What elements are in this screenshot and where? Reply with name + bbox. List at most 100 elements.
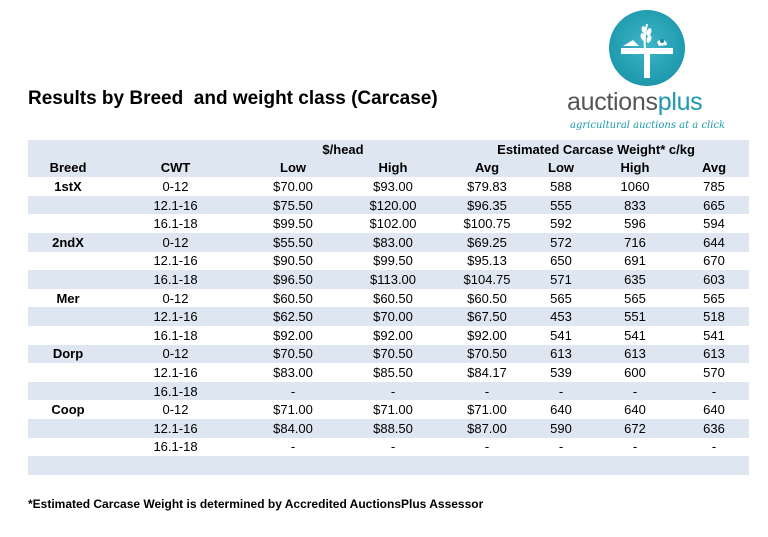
cwt-cell	[108, 456, 243, 475]
carcase-avg-cell: 565	[703, 290, 725, 306]
per-head-group-header: $/head	[243, 140, 443, 159]
col-header-head-high: High	[343, 158, 443, 178]
cwt-cell: 16.1-18	[153, 216, 198, 232]
head-high-cell: $70.00	[343, 307, 443, 326]
head-low-cell: -	[243, 381, 343, 401]
col-header-head-avg: Avg	[443, 158, 531, 178]
carcase-avg-cell: 665	[679, 195, 750, 215]
cwt-cell: 0-12	[162, 402, 189, 418]
carcase-avg-cell: 640	[703, 402, 725, 418]
head-avg-cell: -	[484, 439, 490, 455]
carcase-avg-cell: 644	[679, 232, 750, 252]
cwt-cell: 0-12	[108, 232, 243, 252]
carcase-avg-cell	[679, 456, 750, 475]
head-avg-cell: $84.17	[467, 364, 507, 380]
logo-wordmark: auctionsplus	[567, 88, 703, 117]
breed-cell: Mer	[56, 290, 80, 306]
cwt-cell: 12.1-16	[108, 195, 243, 215]
group-header-row: $/head Estimated Carcase Weight* c/kg	[28, 140, 750, 159]
head-low-cell: $71.00	[273, 402, 313, 418]
cwt-cell: 16.1-18	[153, 327, 198, 343]
breed-cell	[28, 456, 108, 475]
carcase-high-cell: 833	[591, 195, 679, 215]
breed-cell	[28, 270, 108, 289]
carcase-avg-cell: 613	[679, 344, 750, 364]
carcase-avg-cell: 570	[703, 364, 725, 380]
head-avg-cell: $67.50	[443, 307, 531, 326]
table-row: 2ndX 0-12 $55.50 $83.00 $69.25 572 716 644	[28, 232, 750, 252]
head-high-cell: $113.00	[343, 270, 443, 289]
cwt-cell: 0-12	[162, 290, 189, 306]
breed-cell	[28, 381, 108, 401]
carcase-low-cell: 588	[550, 178, 572, 194]
breed-cell: Dorp	[28, 344, 108, 364]
carcase-low-cell: 590	[531, 418, 591, 438]
col-header-cwt: CWT	[108, 158, 243, 178]
head-low-cell: $83.00	[273, 364, 313, 380]
head-low-cell: $84.00	[243, 418, 343, 438]
page-title: Results by Breed and weight class (Carca…	[28, 88, 438, 109]
breed-cell	[28, 195, 108, 215]
head-high-cell: $92.00	[373, 327, 413, 343]
carcase-high-cell	[591, 456, 679, 475]
head-avg-cell: $87.00	[443, 418, 531, 438]
carcase-avg-cell: 670	[703, 253, 725, 269]
head-avg-cell: -	[443, 381, 531, 401]
head-avg-cell: $104.75	[443, 270, 531, 289]
carcase-high-cell: 600	[624, 364, 646, 380]
table-row: 16.1-18 $92.00 $92.00 $92.00 541 541 541	[28, 326, 749, 345]
table-row: 12.1-16 $90.50 $99.50 $95.13 650 691 670	[28, 252, 749, 271]
head-high-cell: -	[343, 381, 443, 401]
head-high-cell: $70.50	[343, 344, 443, 364]
col-header-head-low: Low	[243, 158, 343, 178]
carcase-high-cell: 672	[591, 418, 679, 438]
breed-cell	[28, 363, 108, 382]
carcase-high-cell: 716	[591, 232, 679, 252]
cwt-cell: 16.1-18	[153, 439, 198, 455]
head-low-cell	[243, 456, 343, 475]
head-avg-cell: $69.25	[443, 232, 531, 252]
head-low-cell: $60.50	[273, 290, 313, 306]
carcase-low-cell: 650	[550, 253, 572, 269]
table-row: 12.1-16 $84.00 $88.50 $87.00 590 672 636	[28, 418, 750, 438]
head-high-cell: $102.00	[369, 216, 417, 232]
head-low-cell: $99.50	[273, 216, 313, 232]
column-header-row: Breed CWT Low High Avg Low High Avg	[28, 158, 750, 178]
head-avg-cell: $60.50	[467, 290, 507, 306]
carcase-low-cell: -	[558, 439, 564, 455]
head-avg-cell: $71.00	[467, 402, 507, 418]
carcase-low-cell: 555	[531, 195, 591, 215]
table-row: Mer 0-12 $60.50 $60.50 $60.50 565 565 565	[28, 289, 749, 308]
head-high-cell: $88.50	[343, 418, 443, 438]
carcase-low-cell: 565	[550, 290, 572, 306]
table-row: 16.1-18 - - - - - -	[28, 438, 749, 457]
carcase-high-cell: 640	[624, 402, 646, 418]
head-low-cell: $75.50	[243, 195, 343, 215]
breed-cell	[28, 438, 108, 457]
breed-cell: 2ndX	[28, 232, 108, 252]
carcase-group-header: Estimated Carcase Weight* c/kg	[443, 140, 750, 159]
carcase-high-cell: 565	[624, 290, 646, 306]
carcase-low-cell: 572	[531, 232, 591, 252]
breed-cell: 1stX	[54, 178, 82, 194]
table-row: Dorp 0-12 $70.50 $70.50 $70.50 613 613 613	[28, 344, 750, 364]
table-row: 12.1-16 $75.50 $120.00 $96.35 555 833 665	[28, 195, 750, 215]
cwt-cell: 12.1-16	[153, 253, 198, 269]
head-high-cell	[343, 456, 443, 475]
head-avg-cell: $70.50	[443, 344, 531, 364]
breed-cell	[28, 326, 108, 345]
cwt-cell: 12.1-16	[153, 364, 198, 380]
head-avg-cell: $95.13	[467, 253, 507, 269]
table-row: 12.1-16 $62.50 $70.00 $67.50 453 551 518	[28, 307, 750, 326]
carcase-avg-cell: 518	[679, 307, 750, 326]
head-avg-cell: $96.35	[443, 195, 531, 215]
cwt-cell: 12.1-16	[108, 307, 243, 326]
logo-wordmark-main: auctions	[567, 88, 658, 116]
carcase-low-cell: 592	[550, 216, 572, 232]
head-high-cell: $85.50	[373, 364, 413, 380]
head-high-cell: $93.00	[373, 178, 413, 194]
carcase-avg-cell: 541	[703, 327, 725, 343]
carcase-high-cell: 691	[624, 253, 646, 269]
footnote: *Estimated Carcase Weight is determined …	[28, 497, 484, 511]
cwt-cell: 0-12	[108, 344, 243, 364]
